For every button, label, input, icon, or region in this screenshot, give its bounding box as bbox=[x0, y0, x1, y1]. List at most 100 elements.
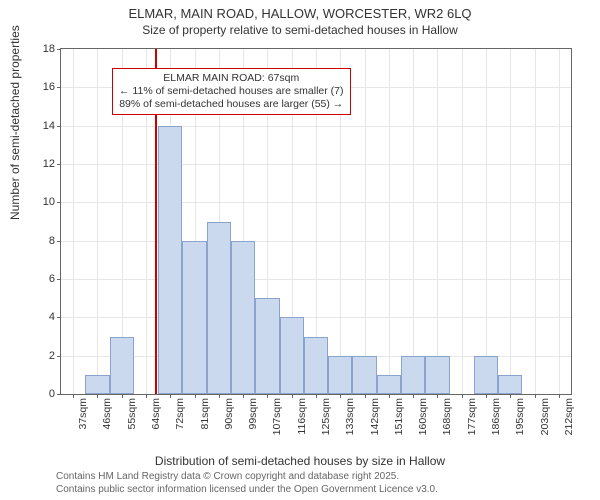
x-tick-label: 46sqm bbox=[101, 398, 113, 430]
x-tick-label: 55sqm bbox=[126, 398, 138, 430]
x-tick-label: 81sqm bbox=[199, 398, 211, 430]
y-tick-mark bbox=[57, 356, 61, 357]
x-tick-mark bbox=[170, 394, 171, 398]
footer-attribution: Contains HM Land Registry data © Crown c… bbox=[56, 471, 438, 496]
x-tick-label: 212sqm bbox=[563, 398, 575, 435]
annotation-box: ELMAR MAIN ROAD: 67sqm← 11% of semi-deta… bbox=[112, 68, 351, 115]
histogram-bar bbox=[474, 356, 498, 394]
x-axis-label: Distribution of semi-detached houses by … bbox=[0, 454, 600, 468]
y-tick-mark bbox=[57, 279, 61, 280]
x-tick-label: 186sqm bbox=[490, 398, 502, 435]
gridline-v bbox=[486, 49, 487, 394]
y-tick-label: 10 bbox=[43, 196, 55, 208]
annotation-line: 89% of semi-detached houses are larger (… bbox=[119, 98, 344, 111]
x-tick-label: 64sqm bbox=[150, 398, 162, 430]
y-tick-label: 12 bbox=[43, 158, 55, 170]
x-tick-label: 151sqm bbox=[393, 398, 405, 435]
x-tick-label: 37sqm bbox=[77, 398, 89, 430]
x-tick-mark bbox=[510, 394, 511, 398]
x-tick-mark bbox=[316, 394, 317, 398]
chart-subtitle: Size of property relative to semi-detach… bbox=[0, 23, 600, 37]
y-tick-label: 6 bbox=[49, 273, 55, 285]
x-tick-mark bbox=[413, 394, 414, 398]
y-axis-label: Number of semi-detached properties bbox=[8, 25, 22, 220]
x-tick-mark bbox=[219, 394, 220, 398]
gridline-v bbox=[97, 49, 98, 394]
x-tick-mark bbox=[146, 394, 147, 398]
x-tick-mark bbox=[437, 394, 438, 398]
x-tick-label: 72sqm bbox=[174, 398, 186, 430]
chart-title: ELMAR, MAIN ROAD, HALLOW, WORCESTER, WR2… bbox=[0, 0, 600, 23]
histogram-bar bbox=[352, 356, 376, 394]
x-tick-label: 168sqm bbox=[441, 398, 453, 435]
y-tick-mark bbox=[57, 87, 61, 88]
x-tick-label: 90sqm bbox=[223, 398, 235, 430]
x-tick-label: 99sqm bbox=[247, 398, 259, 430]
gridline-v bbox=[73, 49, 74, 394]
footer-line-2: Contains public sector information licen… bbox=[56, 484, 438, 497]
gridline-v bbox=[462, 49, 463, 394]
gridline-v bbox=[365, 49, 366, 394]
annotation-line: ← 11% of semi-detached houses are smalle… bbox=[119, 85, 344, 98]
x-tick-label: 203sqm bbox=[539, 398, 551, 435]
x-tick-mark bbox=[122, 394, 123, 398]
x-tick-mark bbox=[559, 394, 560, 398]
x-tick-label: 125sqm bbox=[320, 398, 332, 435]
histogram-bar bbox=[231, 241, 255, 394]
x-tick-label: 142sqm bbox=[369, 398, 381, 435]
gridline-v bbox=[510, 49, 511, 394]
y-tick-label: 18 bbox=[43, 43, 55, 55]
histogram-bar bbox=[377, 375, 401, 394]
x-tick-mark bbox=[535, 394, 536, 398]
histogram-bar bbox=[498, 375, 522, 394]
x-tick-label: 133sqm bbox=[344, 398, 356, 435]
y-tick-mark bbox=[57, 317, 61, 318]
gridline-v bbox=[389, 49, 390, 394]
histogram-bar bbox=[328, 356, 352, 394]
x-tick-mark bbox=[340, 394, 341, 398]
y-tick-mark bbox=[57, 49, 61, 50]
gridline-v bbox=[559, 49, 560, 394]
histogram-bar bbox=[158, 126, 182, 394]
histogram-bar bbox=[85, 375, 109, 394]
y-tick-label: 16 bbox=[43, 81, 55, 93]
x-tick-mark bbox=[389, 394, 390, 398]
histogram-bar bbox=[280, 317, 304, 394]
y-tick-label: 8 bbox=[49, 235, 55, 247]
x-tick-mark bbox=[292, 394, 293, 398]
histogram-bar bbox=[207, 222, 231, 395]
y-tick-label: 0 bbox=[49, 388, 55, 400]
y-tick-label: 14 bbox=[43, 120, 55, 132]
plot-area: 02468101214161837sqm46sqm55sqm64sqm72sqm… bbox=[60, 48, 572, 395]
y-tick-label: 4 bbox=[49, 311, 55, 323]
x-tick-label: 107sqm bbox=[271, 398, 283, 435]
gridline-v bbox=[437, 49, 438, 394]
histogram-bar bbox=[182, 241, 206, 394]
histogram-bar bbox=[401, 356, 425, 394]
x-tick-label: 195sqm bbox=[514, 398, 526, 435]
histogram-bar bbox=[110, 337, 134, 395]
x-tick-mark bbox=[195, 394, 196, 398]
x-tick-label: 177sqm bbox=[466, 398, 478, 435]
footer-line-1: Contains HM Land Registry data © Crown c… bbox=[56, 471, 438, 484]
annotation-line: ELMAR MAIN ROAD: 67sqm bbox=[119, 72, 344, 85]
x-tick-mark bbox=[97, 394, 98, 398]
x-tick-mark bbox=[462, 394, 463, 398]
histogram-bar bbox=[255, 298, 279, 394]
gridline-v bbox=[413, 49, 414, 394]
x-tick-mark bbox=[486, 394, 487, 398]
chart-container: ELMAR, MAIN ROAD, HALLOW, WORCESTER, WR2… bbox=[0, 0, 600, 500]
x-tick-mark bbox=[267, 394, 268, 398]
y-tick-mark bbox=[57, 202, 61, 203]
x-tick-mark bbox=[243, 394, 244, 398]
y-tick-mark bbox=[57, 126, 61, 127]
x-tick-label: 116sqm bbox=[296, 398, 308, 435]
gridline-v bbox=[535, 49, 536, 394]
histogram-bar bbox=[304, 337, 328, 395]
y-tick-mark bbox=[57, 164, 61, 165]
y-tick-label: 2 bbox=[49, 350, 55, 362]
histogram-bar bbox=[425, 356, 449, 394]
x-tick-mark bbox=[73, 394, 74, 398]
x-tick-label: 160sqm bbox=[417, 398, 429, 435]
y-tick-mark bbox=[57, 241, 61, 242]
